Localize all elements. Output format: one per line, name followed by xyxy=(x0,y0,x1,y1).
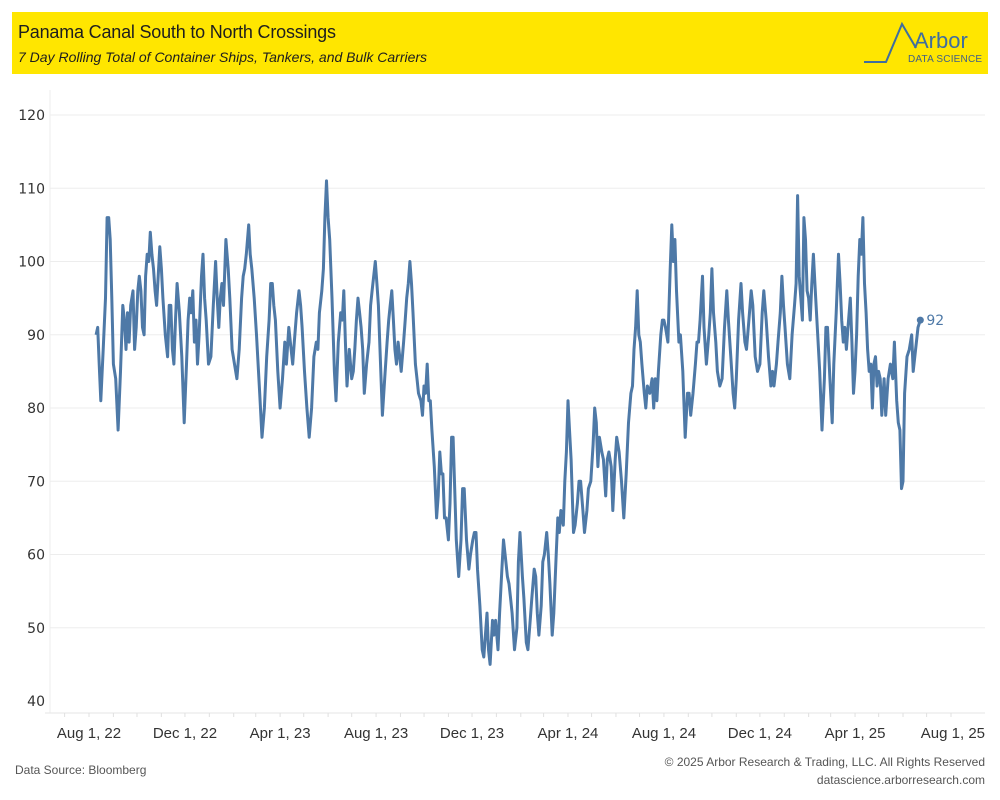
end-point-marker[interactable] xyxy=(916,316,924,324)
arbor-logo-icon: Arbor xyxy=(864,21,968,63)
header-banner: Panama Canal South to North Crossings 7 … xyxy=(12,12,988,74)
y-tick-label: 100 xyxy=(18,255,45,271)
website-link[interactable]: datascience.arborresearch.com xyxy=(816,773,985,787)
y-tick-label: 110 xyxy=(18,181,45,197)
x-tick-label: Aug 1, 22 xyxy=(57,725,121,742)
logo-wordmark: Arbor xyxy=(914,28,968,53)
copyright-text: © 2025 Arbor Research & Trading, LLC. Al… xyxy=(664,755,985,769)
data-source: Data Source: Bloomberg xyxy=(15,763,147,777)
y-tick-label: 40 xyxy=(27,694,45,710)
chart-subtitle: 7 Day Rolling Total of Container Ships, … xyxy=(18,49,428,65)
y-tick-label: 50 xyxy=(27,621,45,637)
x-tick-label: Dec 1, 22 xyxy=(153,725,217,742)
y-tick-label: 70 xyxy=(27,474,45,490)
y-tick-label: 120 xyxy=(18,108,45,124)
x-tick-label: Dec 1, 23 xyxy=(440,725,504,742)
y-axis: 40 50 60 70 80 90 100 110 120 xyxy=(18,108,45,710)
x-tick-label: Aug 1, 23 xyxy=(344,725,408,742)
arbor-logo: Arbor DATA SCIENCE xyxy=(862,18,982,70)
x-tick-label: Apr 1, 25 xyxy=(825,725,886,742)
x-axis: Aug 1, 22 Dec 1, 22 Apr 1, 23 Aug 1, 23 Dec … xyxy=(57,713,985,742)
logo-subtext: DATA SCIENCE xyxy=(908,54,983,65)
end-value-label: 92 xyxy=(926,313,944,329)
x-tick-label: Aug 1, 24 xyxy=(632,725,696,742)
footer-credits: © 2025 Arbor Research & Trading, LLC. Al… xyxy=(665,753,985,789)
x-tick-label: Apr 1, 23 xyxy=(250,725,311,742)
line-chart: 40 50 60 70 80 90 100 110 120 Aug 1, 22 Dec 1, 22… xyxy=(18,90,985,742)
x-tick-label: Apr 1, 24 xyxy=(538,725,599,742)
y-tick-label: 60 xyxy=(27,548,45,564)
y-tick-label: 80 xyxy=(27,401,45,417)
y-tick-label: 90 xyxy=(27,328,45,344)
series-line xyxy=(94,179,922,666)
x-tick-label: Dec 1, 24 xyxy=(728,725,792,742)
x-tick-label: Aug 1, 25 xyxy=(921,725,985,742)
chart-title: Panama Canal South to North Crossings xyxy=(18,22,336,42)
